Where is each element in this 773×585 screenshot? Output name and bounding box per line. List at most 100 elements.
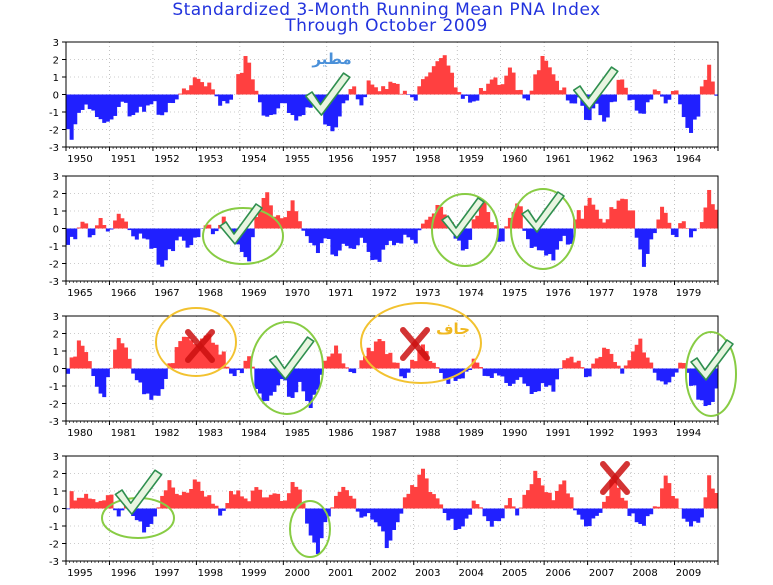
area-bar (210, 342, 215, 369)
area-bar (326, 508, 331, 517)
area-bar (330, 507, 335, 509)
area-bar (558, 228, 563, 242)
area-bar (305, 368, 310, 402)
area-bar (435, 204, 440, 229)
area-bar (171, 94, 176, 104)
area-bar (587, 508, 592, 527)
area-bar (504, 368, 509, 383)
area-bar (478, 507, 483, 509)
area-bar (573, 362, 578, 369)
area-bar (127, 228, 132, 231)
area-bar (214, 505, 219, 509)
area-bar (142, 94, 147, 112)
area-bar (370, 351, 375, 369)
area-bar (489, 508, 494, 527)
area-bar (102, 368, 107, 398)
area-bar (286, 368, 291, 397)
area-bar (134, 94, 139, 113)
area-bar (529, 90, 534, 95)
area-bar (699, 368, 704, 401)
area-bar (428, 216, 433, 229)
area-bar (98, 218, 103, 229)
area-bar (276, 368, 281, 386)
area-bar (80, 345, 85, 369)
area-bar (283, 94, 288, 104)
area-bar (279, 501, 284, 509)
area-bar (591, 508, 596, 519)
x-tick-label: 2004 (458, 568, 483, 579)
area-bar (344, 94, 349, 101)
area-bar (337, 94, 342, 117)
area-bar (555, 368, 560, 380)
area-bar (297, 94, 302, 117)
area-bar (98, 500, 103, 509)
area-bar (315, 228, 320, 254)
area-bar (229, 491, 234, 509)
area-bar (551, 368, 556, 392)
x-tick-label: 1963 (632, 154, 657, 165)
x-tick-label: 1962 (589, 154, 614, 165)
area-bar (504, 75, 509, 95)
x-tick-label: 1950 (67, 154, 92, 165)
area-bar (102, 225, 107, 229)
area-bar (185, 90, 190, 95)
chart-title: Standardized 3-Month Running Mean PNA In… (172, 0, 601, 20)
area-bar (94, 368, 99, 387)
area-bar (225, 366, 230, 369)
area-bar (268, 94, 273, 116)
x-tick-label: 1975 (502, 288, 527, 299)
area-bar (576, 360, 581, 369)
area-bar (656, 219, 661, 229)
area-bar (699, 508, 704, 518)
area-bar (290, 94, 295, 116)
area-bar (605, 496, 610, 509)
x-tick-label: 1987 (372, 428, 397, 439)
area-bar (120, 508, 125, 511)
area-bar (547, 492, 552, 509)
area-bar (272, 493, 277, 509)
area-bar (341, 363, 346, 369)
area-bar (439, 58, 444, 95)
area-bar (569, 497, 574, 509)
y-tick-label: 2 (53, 330, 59, 341)
area-bar (714, 94, 719, 96)
area-bar (475, 504, 480, 509)
area-bar (286, 94, 291, 113)
annotation-dry-label: جاف (436, 320, 470, 338)
area-bar (449, 368, 454, 379)
cross-mark-icon (400, 327, 430, 361)
area-bar (145, 368, 150, 394)
area-bar (341, 94, 346, 104)
area-bar (171, 228, 176, 252)
area-bar (261, 497, 266, 509)
y-tick-label: 0 (53, 91, 59, 102)
area-bar (631, 210, 636, 229)
area-bar (631, 94, 636, 100)
area-bar (207, 495, 212, 509)
area-bar (334, 94, 339, 128)
area-bar (569, 228, 574, 244)
area-bar (76, 340, 81, 369)
area-bar (145, 94, 150, 106)
area-bar (319, 368, 324, 375)
y-tick-label: 3 (53, 38, 59, 49)
area-bar (638, 94, 643, 114)
area-bar (482, 368, 487, 376)
area-bar (359, 360, 364, 369)
area-bar (507, 368, 512, 386)
area-bar (417, 474, 422, 509)
area-bar (609, 353, 614, 369)
area-bar (189, 228, 194, 246)
area-bar (174, 347, 179, 369)
area-bar (145, 228, 150, 240)
area-bar (163, 490, 168, 509)
area-bar (493, 368, 498, 374)
panel-1950: 3 2 1 0 -1 -2 -3 1950 1951 1952 1953 1954 1955 1956 19… (49, 38, 719, 165)
y-tick-label: -2 (49, 400, 59, 411)
area-bar (453, 87, 458, 95)
highlight-circle (155, 307, 237, 377)
area-bar (497, 508, 502, 522)
area-bar (94, 225, 99, 229)
area-bar (87, 361, 92, 369)
